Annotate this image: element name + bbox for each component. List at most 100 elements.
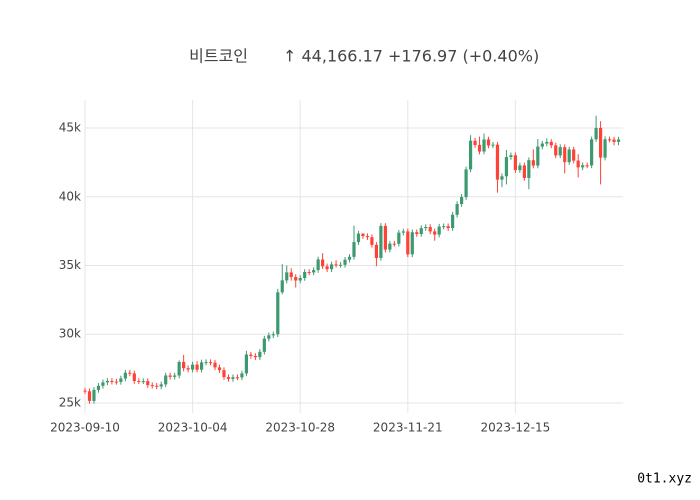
candle-body (500, 176, 504, 180)
candle-body (289, 272, 293, 278)
candle-body (119, 378, 123, 382)
candle-body (545, 141, 549, 144)
candle-body (392, 243, 396, 245)
candle-body (460, 197, 464, 205)
candle-body (101, 382, 105, 386)
candle-body (536, 146, 540, 166)
candle-body (110, 380, 114, 382)
candle-body (563, 147, 567, 163)
candle-body (83, 390, 87, 392)
candle-body (298, 278, 302, 281)
candle-body (406, 231, 410, 255)
candle-body (607, 139, 612, 141)
candle-body (590, 139, 594, 166)
watermark: 0t1.xyz (637, 472, 692, 487)
chart-title: 비트코인 (189, 47, 248, 66)
candle-body (159, 384, 163, 387)
price: ↑ 44,166.17 (283, 47, 383, 66)
candle-body (191, 364, 195, 370)
candle-body (598, 128, 603, 158)
candle-body (262, 338, 266, 352)
candle-body (504, 157, 509, 177)
candle-body (240, 373, 244, 378)
candle-body (316, 259, 320, 271)
candle-body (540, 143, 544, 147)
candle-body (603, 139, 607, 158)
candle-body (428, 227, 432, 232)
candle-body (123, 372, 127, 379)
candle-body (468, 140, 473, 170)
candle-body (235, 377, 240, 379)
candle-body (146, 381, 150, 386)
candle-body (581, 165, 585, 168)
candle-body (186, 368, 190, 370)
candle-body (294, 277, 298, 281)
candle-body (213, 362, 217, 368)
candle-body (334, 264, 338, 266)
candle-body (446, 226, 450, 229)
candle-body (329, 264, 334, 270)
candle-body (249, 354, 253, 356)
candle-body (415, 232, 419, 235)
candle-body (361, 233, 365, 237)
candle-body (347, 256, 352, 260)
candle-body (173, 375, 177, 377)
x-tick-label: 2023-09-10 (50, 421, 120, 435)
candle-body (271, 334, 275, 336)
candle-body (231, 377, 235, 379)
candle-body (182, 362, 186, 369)
candle-body (321, 259, 325, 267)
candle-body (155, 385, 159, 387)
candle-body (303, 271, 307, 279)
candle-body (374, 244, 379, 258)
candle-body (388, 243, 392, 250)
candle-body (486, 139, 491, 146)
candle-body (424, 227, 428, 229)
candle-body (370, 237, 374, 245)
candle-body (473, 140, 477, 145)
y-tick-label: 25k (59, 395, 81, 409)
candle-body (352, 242, 356, 257)
candle-body (433, 231, 437, 235)
candle-body (554, 145, 558, 156)
x-tick-label: 2023-12-15 (481, 421, 551, 435)
candle-body (92, 389, 96, 401)
candle-body (531, 160, 535, 166)
candle-body (114, 381, 118, 383)
candle-body (312, 270, 316, 273)
candle-body (495, 144, 500, 180)
candle-body (150, 385, 154, 387)
candle-body (285, 272, 289, 281)
candle-body (365, 236, 370, 238)
y-tick-label: 45k (59, 121, 81, 135)
candle-body (253, 355, 257, 358)
price-change: +176.97 (+0.40%) (388, 47, 539, 66)
candle-body (401, 231, 405, 233)
candle-body (397, 232, 401, 244)
candle-body (244, 354, 248, 374)
candle-body (572, 149, 576, 161)
candle-body (222, 370, 226, 378)
candle-body (307, 271, 311, 273)
candle-body (477, 144, 482, 152)
candle-body (419, 228, 423, 235)
candle-body (612, 139, 616, 142)
candle-body (141, 381, 145, 383)
candle-body (164, 375, 168, 385)
candle-body (464, 169, 468, 198)
candle-body (442, 226, 446, 228)
candle-body (513, 155, 517, 171)
candle-body (168, 375, 172, 377)
candle-body (128, 372, 132, 374)
candle-body (204, 362, 208, 364)
candle-body (276, 292, 280, 335)
candle-body (482, 139, 486, 152)
candle-body (549, 141, 553, 146)
candle-body (379, 225, 383, 258)
y-tick-label: 40k (59, 189, 81, 203)
candle-body (177, 362, 181, 376)
candle-body (522, 165, 526, 178)
candle-body (567, 149, 571, 163)
x-tick-label: 2023-10-04 (158, 421, 228, 435)
